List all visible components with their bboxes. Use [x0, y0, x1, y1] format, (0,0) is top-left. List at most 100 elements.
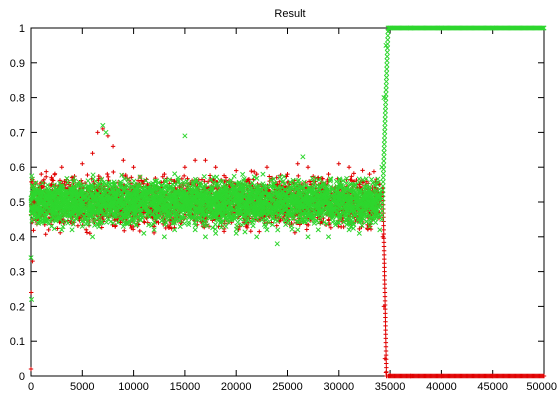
series-red-band-point [248, 229, 254, 234]
series-red-band-point [85, 172, 90, 178]
y-axis: 0 0.1 0.2 0.3 0.4 0.5 0.6 0.7 0.8 0.9 1 [10, 23, 544, 383]
series-red-band-point [43, 174, 49, 179]
series-green-band-point [373, 219, 379, 225]
x-tick-label: 15000 [170, 381, 201, 393]
y-tick-label: 0.3 [10, 267, 25, 279]
series-red-band-point [122, 228, 127, 233]
series-green-band-point [65, 179, 71, 186]
y-tick-label: 0.8 [10, 93, 25, 105]
series-green-band-point [212, 221, 218, 228]
series-red-band-point [357, 226, 362, 232]
x-tick-label: 10000 [118, 381, 149, 393]
series-green-band-point [103, 219, 110, 225]
y-tick-label: 1 [19, 23, 25, 35]
x-tick-label: 50000 [526, 381, 557, 393]
series-green-band-point [175, 175, 181, 181]
series-red-band-point [139, 178, 144, 183]
series-red-band-point [57, 178, 63, 183]
series-red-band-point [83, 227, 89, 232]
series-red-band-point [249, 168, 254, 174]
series-red-band-point [129, 175, 134, 180]
series-red-band-point [160, 174, 165, 179]
series-green-band-point [356, 176, 362, 182]
series-red-band-point [360, 168, 365, 173]
series-green-band-point [343, 180, 349, 186]
series-red-band-point [349, 174, 354, 179]
x-tick-label: 40000 [426, 381, 457, 393]
y-tick-label: 0.2 [10, 301, 25, 313]
series-red-band-point [44, 169, 49, 174]
series-green-band-point [201, 174, 207, 180]
series-green-band-point [73, 216, 79, 222]
series-red-band-point [277, 179, 282, 184]
series-red-band-point [99, 225, 104, 230]
series-red-band-point [137, 228, 142, 234]
series-red-band-point [111, 169, 116, 175]
series-red-band-point [371, 169, 377, 174]
series-green-band-point [186, 222, 192, 228]
x-tick-label: 30000 [324, 381, 355, 393]
x-tick-label: 0 [28, 381, 34, 393]
series-green-band-point [159, 218, 165, 224]
y-tick-label: 0.7 [10, 127, 25, 139]
series-red-band-point [51, 178, 56, 183]
series-red-band-point [105, 171, 110, 177]
series-red-band-point [31, 228, 36, 233]
series-red-band-point [87, 231, 93, 236]
series-red-band-point [43, 232, 48, 237]
series-red-band-point [244, 178, 249, 184]
series-green-band-point [119, 172, 125, 178]
series-green-band-point [242, 229, 248, 235]
series-green-band-point [289, 226, 295, 232]
series-green-band-point [324, 221, 330, 227]
y-tick-label: 0 [19, 371, 25, 383]
x-tick-label: 25000 [272, 381, 303, 393]
series-red-band-point [304, 227, 309, 232]
series-red-band-point [284, 174, 289, 179]
series-red-band-point [257, 229, 262, 234]
series-red-band-point [151, 230, 157, 236]
y-tick-label: 0.6 [10, 162, 25, 174]
series-red-band-point [306, 222, 311, 228]
series-red-band-point [360, 180, 366, 185]
series-red-band-point [181, 173, 187, 179]
series-green-band-point [240, 171, 246, 177]
series-green-band-point [172, 171, 178, 177]
series-red-band-point [274, 223, 279, 228]
series-green-band-point [350, 225, 356, 231]
series-red-band-point [55, 226, 60, 231]
series-red-band-point [320, 176, 325, 181]
series-green-band-point [275, 227, 281, 233]
series-green-band-point [143, 177, 149, 184]
series-green-band-point [186, 219, 192, 225]
series-red-band-point [75, 223, 81, 229]
series-green-band-point [301, 179, 307, 185]
series-red-band-point [306, 179, 312, 184]
series-red-band-point [292, 230, 298, 235]
series-red-band-point [282, 184, 288, 189]
y-tick-label: 0.5 [10, 197, 25, 209]
series-green-band-point [269, 222, 276, 228]
y-tick-label: 0.4 [10, 232, 25, 244]
series-red-band-point [46, 227, 51, 233]
series-green-band-point [115, 220, 121, 226]
series-red-band-point [296, 173, 301, 179]
y-tick-label: 0.1 [10, 336, 25, 348]
chart-title: Result [274, 8, 305, 20]
series-red-band-point [118, 220, 123, 225]
x-tick-label: 35000 [375, 381, 406, 393]
series-red-band-point [62, 179, 67, 184]
y-tick-label: 0.9 [10, 58, 25, 70]
series-red-band-point [341, 224, 346, 230]
series-green-band-point [90, 172, 96, 178]
series-green-band-point [250, 223, 256, 229]
series-layer [28, 25, 547, 379]
series-red-band-point [84, 230, 90, 235]
series-red-band-point [348, 177, 353, 182]
series-green-band-point [79, 218, 85, 224]
series-green-band-point [231, 173, 237, 179]
series-green-band-point [177, 223, 183, 230]
series-red-band-point [303, 180, 308, 186]
x-tick-label: 20000 [221, 381, 252, 393]
